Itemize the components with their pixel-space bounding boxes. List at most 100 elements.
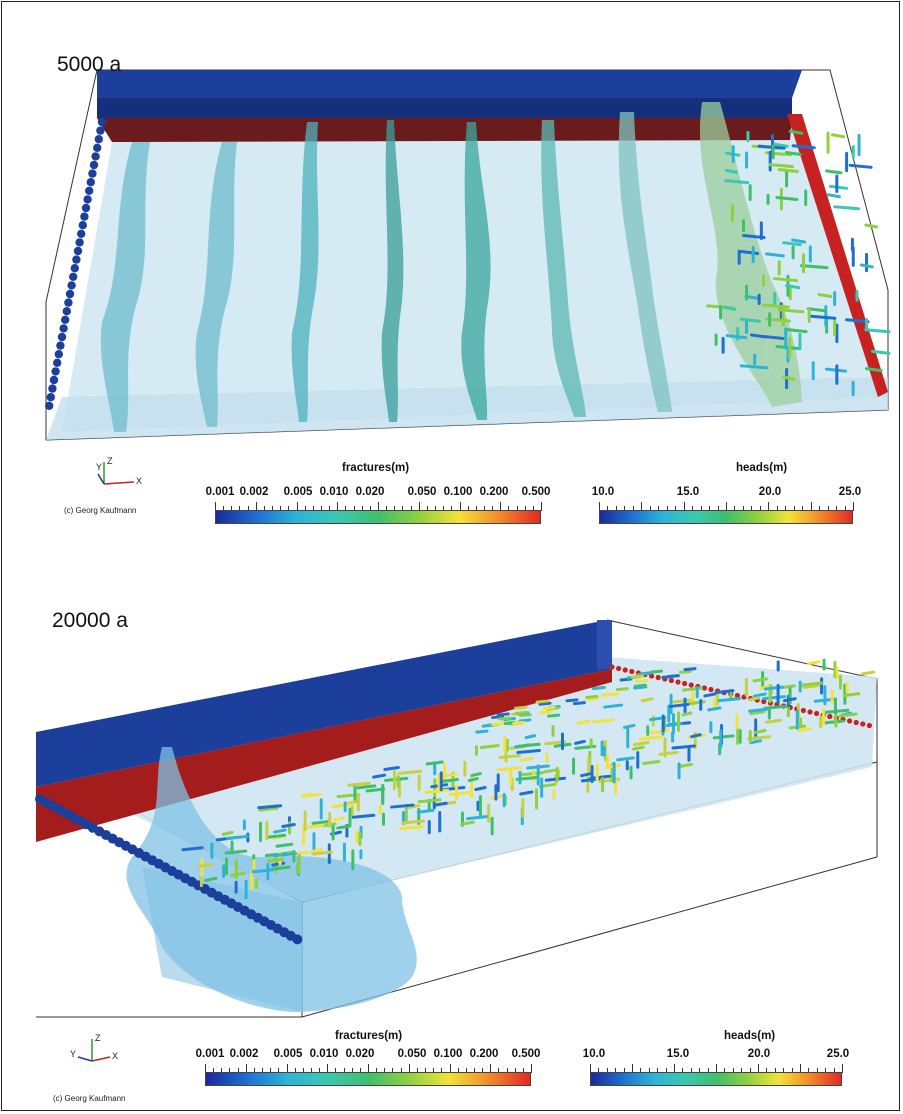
minor-tick <box>700 506 702 511</box>
inflow-ball <box>45 401 54 410</box>
fracture-segment <box>615 687 629 692</box>
minor-tick <box>294 1068 296 1073</box>
fracture-segment <box>717 697 741 703</box>
fracture-network-bottom <box>181 658 875 900</box>
fracture-segment <box>197 862 214 868</box>
inflow-balls-bottom <box>35 794 303 945</box>
credit: (c) Georg Kaufmann <box>64 506 137 515</box>
fractures-tick: 0.200 <box>479 486 509 498</box>
minor-tick <box>683 502 685 511</box>
fracture-segment <box>425 760 444 766</box>
heads-tick: 15.0 <box>676 486 700 498</box>
fracture-segment <box>515 775 540 781</box>
inflow-ball <box>629 668 635 675</box>
minor-tick <box>791 1068 793 1073</box>
fracture-segment <box>346 800 359 806</box>
minor-tick <box>623 1068 625 1073</box>
minor-tick <box>237 1068 239 1073</box>
fracture-segment <box>258 806 279 812</box>
minor-tick <box>742 506 744 511</box>
fracture-segment <box>775 345 800 351</box>
minor-tick <box>783 1068 785 1073</box>
inflow-ball <box>57 332 67 342</box>
inflow-ball <box>609 664 615 670</box>
minor-tick <box>640 1068 642 1073</box>
minor-tick <box>532 506 534 511</box>
inflow-balls-top <box>45 117 107 410</box>
minor-tick <box>270 1068 272 1073</box>
inflow-ball <box>814 710 820 717</box>
minor-tick <box>353 506 355 511</box>
fracture-segment <box>448 791 472 797</box>
fracture-segment <box>724 179 750 185</box>
minor-tick <box>441 1068 443 1073</box>
fracture-segment <box>271 861 286 867</box>
fracture-segment <box>842 692 861 698</box>
fracture-segment <box>748 707 770 713</box>
fracture-segment <box>833 205 861 211</box>
minor-tick <box>516 506 518 511</box>
fracture-segment <box>542 705 556 710</box>
fracture-segment <box>407 804 421 810</box>
minor-tick <box>213 1068 215 1073</box>
minor-tick <box>369 506 371 511</box>
inflow-ball <box>49 375 59 385</box>
inflow-ball <box>53 358 62 367</box>
minor-tick <box>827 506 829 511</box>
minor-tick <box>522 1068 524 1073</box>
inflow-ball <box>78 221 88 230</box>
inflow-ball <box>54 350 63 359</box>
fracture-segment <box>224 849 248 855</box>
inflow-ball <box>853 719 859 726</box>
inflow-ball <box>61 315 70 324</box>
minor-tick <box>304 506 306 511</box>
minor-tick <box>255 502 257 511</box>
fracture-segment <box>681 711 693 717</box>
fractures-tick: 0.001 <box>205 486 235 498</box>
fracture-segment <box>784 284 801 290</box>
fracture-segment <box>768 163 794 169</box>
fracture-segment <box>603 703 624 709</box>
minor-tick <box>319 1068 321 1073</box>
fracture-segment <box>538 701 552 706</box>
minor-tick <box>734 506 736 511</box>
fracture-segment <box>491 721 505 726</box>
minor-tick <box>278 1068 280 1073</box>
fracture-segment <box>838 712 858 718</box>
minor-tick <box>482 1068 484 1073</box>
minor-tick <box>408 1064 410 1073</box>
fractures-tick: 0.200 <box>469 1048 499 1060</box>
minor-tick <box>351 1068 353 1073</box>
fracture-segment <box>825 169 843 175</box>
inflow-ball <box>51 367 60 376</box>
fracture-segment <box>372 773 387 779</box>
fracture-segment <box>786 328 808 334</box>
fracture-segment <box>845 318 870 324</box>
axis-x-label: X <box>136 476 142 486</box>
fracture-segment <box>703 692 717 698</box>
fracture-segment <box>401 819 425 825</box>
minor-tick <box>615 1068 617 1073</box>
fracture-segment <box>777 167 800 173</box>
fracture-segment <box>658 750 679 756</box>
fracture-segment <box>398 825 424 831</box>
fracture-segment <box>807 660 821 666</box>
fracture-segment <box>281 822 296 828</box>
minor-tick <box>675 506 677 511</box>
minor-tick <box>776 506 778 511</box>
minor-tick <box>514 1068 516 1073</box>
fractures-tick: 0.020 <box>355 486 385 498</box>
fracture-segment <box>424 788 450 794</box>
heads-colorbar <box>590 1072 842 1086</box>
inflow-ball <box>85 186 94 195</box>
fracture-segment <box>801 681 824 687</box>
minor-tick <box>221 1068 223 1073</box>
fracture-segment <box>622 723 636 729</box>
inflow-ball <box>655 674 661 681</box>
fracture-segment <box>496 766 522 772</box>
fracture-segment <box>784 150 802 156</box>
axis-z-label: Z <box>95 1033 101 1043</box>
inflow-ball <box>91 152 100 161</box>
minor-tick <box>641 502 643 511</box>
inflow-ball <box>86 178 96 187</box>
